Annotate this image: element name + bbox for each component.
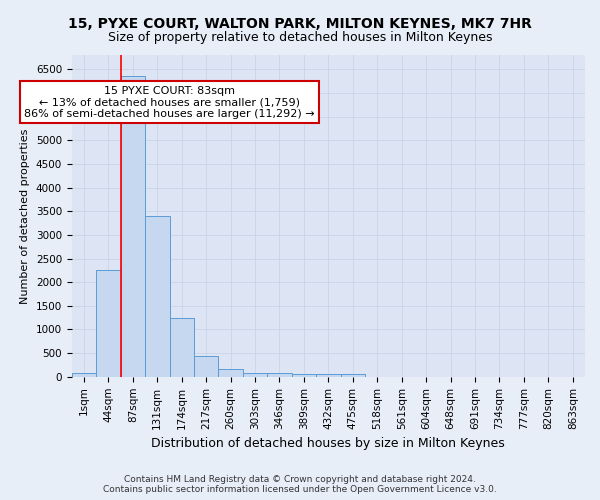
Bar: [170, 318, 194, 377]
Text: Size of property relative to detached houses in Milton Keynes: Size of property relative to detached ho…: [108, 31, 492, 44]
Bar: [218, 368, 243, 377]
Bar: [72, 374, 96, 377]
Bar: [316, 374, 341, 377]
Text: 15 PYXE COURT: 83sqm
← 13% of detached houses are smaller (1,759)
86% of semi-de: 15 PYXE COURT: 83sqm ← 13% of detached h…: [24, 86, 315, 119]
X-axis label: Distribution of detached houses by size in Milton Keynes: Distribution of detached houses by size …: [151, 437, 505, 450]
Bar: [267, 374, 292, 377]
Bar: [145, 216, 170, 377]
Text: Contains HM Land Registry data © Crown copyright and database right 2024.
Contai: Contains HM Land Registry data © Crown c…: [103, 474, 497, 494]
Bar: [121, 76, 145, 377]
Bar: [96, 270, 121, 377]
Bar: [243, 374, 267, 377]
Y-axis label: Number of detached properties: Number of detached properties: [20, 128, 30, 304]
Bar: [292, 374, 316, 377]
Text: 15, PYXE COURT, WALTON PARK, MILTON KEYNES, MK7 7HR: 15, PYXE COURT, WALTON PARK, MILTON KEYN…: [68, 18, 532, 32]
Bar: [194, 356, 218, 377]
Bar: [341, 374, 365, 377]
